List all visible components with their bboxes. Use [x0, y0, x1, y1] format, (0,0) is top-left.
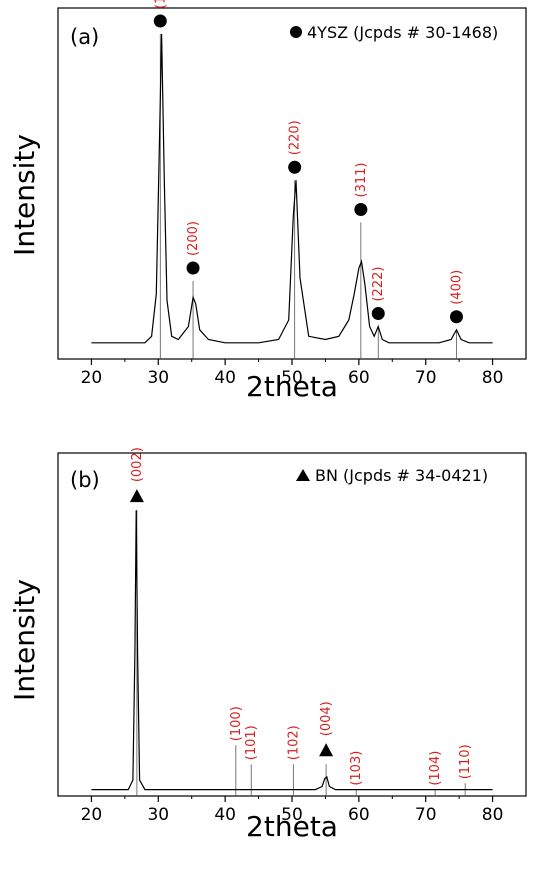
reference-lines: (002) (100)(101) (102) (004) (103) (104) (110) [130, 447, 473, 796]
peak-label: (200) [186, 221, 201, 256]
x-axis-title: 2theta [246, 810, 338, 843]
peak-label: (222) [371, 267, 386, 302]
x-tick-label: 20 [81, 368, 103, 388]
peak-marker-triangle [319, 743, 334, 757]
peak-markers [153, 14, 463, 324]
peak-label: (111) [153, 0, 168, 9]
diffraction-curve-bn [91, 510, 493, 791]
diffraction-curve-4ysz [91, 33, 493, 344]
x-tick-label: 60 [348, 805, 370, 825]
peak-marker-circle [354, 203, 368, 216]
panel-tag-b: (b) [70, 468, 100, 492]
x-axis-ticks: 20 30 40 50 60 70 80 [81, 359, 504, 388]
peak-label: (101) [244, 725, 259, 760]
x-tick-label: 30 [147, 368, 169, 388]
plot-frame [57, 7, 527, 360]
peak-marker-triangle [129, 489, 144, 503]
y-axis-title: Intensity [8, 134, 41, 256]
peak-label: (110) [458, 744, 473, 779]
peak-label: (102) [286, 725, 301, 760]
peak-label: (002) [130, 447, 145, 482]
x-tick-label: 40 [214, 805, 236, 825]
x-tick-label: 20 [81, 805, 103, 825]
legend-4ysz: 4YSZ (Jcpds # 30-1468) [290, 23, 498, 42]
x-tick-label: 50 [281, 805, 303, 825]
y-axis-title: Intensity [8, 579, 41, 701]
panel-a: 20 30 40 50 60 70 80 (111) (200) (220) (311) (222)… [8, 0, 527, 403]
panel-tag-a: (a) [70, 25, 99, 49]
panel-b: 20 30 40 50 60 70 80 (002) (100)(101) (102) (004)… [8, 447, 527, 843]
legend-label: 4YSZ (Jcpds # 30-1468) [307, 23, 498, 42]
x-axis-title: 2theta [246, 370, 338, 403]
x-tick-label: 70 [415, 368, 437, 388]
x-axis-ticks: 20 30 40 50 60 70 80 [81, 796, 504, 825]
x-tick-label: 50 [281, 368, 303, 388]
peak-label: (100) [229, 706, 244, 741]
x-tick-label: 40 [214, 368, 236, 388]
peak-marker-circle [371, 307, 385, 320]
x-tick-label: 30 [147, 805, 169, 825]
legend-circle-marker [290, 26, 302, 38]
legend-triangle-marker [296, 469, 310, 481]
peak-marker-circle [153, 14, 167, 28]
peak-label: (220) [288, 120, 303, 155]
legend-label: BN (Jcpds # 34-0421) [315, 466, 488, 485]
peak-markers [129, 489, 334, 757]
x-tick-label: 60 [348, 368, 370, 388]
peak-label: (104) [428, 751, 443, 786]
x-tick-label: 70 [415, 805, 437, 825]
peak-label: (400) [449, 270, 464, 305]
x-tick-label: 80 [482, 805, 504, 825]
x-tick-label: 80 [482, 368, 504, 388]
peak-marker-circle [288, 160, 302, 174]
peak-marker-circle [186, 261, 200, 275]
reference-lines: (111) (200) (220) (311) (222) (400) [153, 0, 464, 359]
legend-bn: BN (Jcpds # 34-0421) [296, 466, 488, 485]
peak-label: (004) [319, 701, 334, 736]
peak-marker-circle [449, 310, 463, 324]
peak-label: (311) [354, 163, 369, 198]
peak-label: (103) [349, 751, 364, 786]
